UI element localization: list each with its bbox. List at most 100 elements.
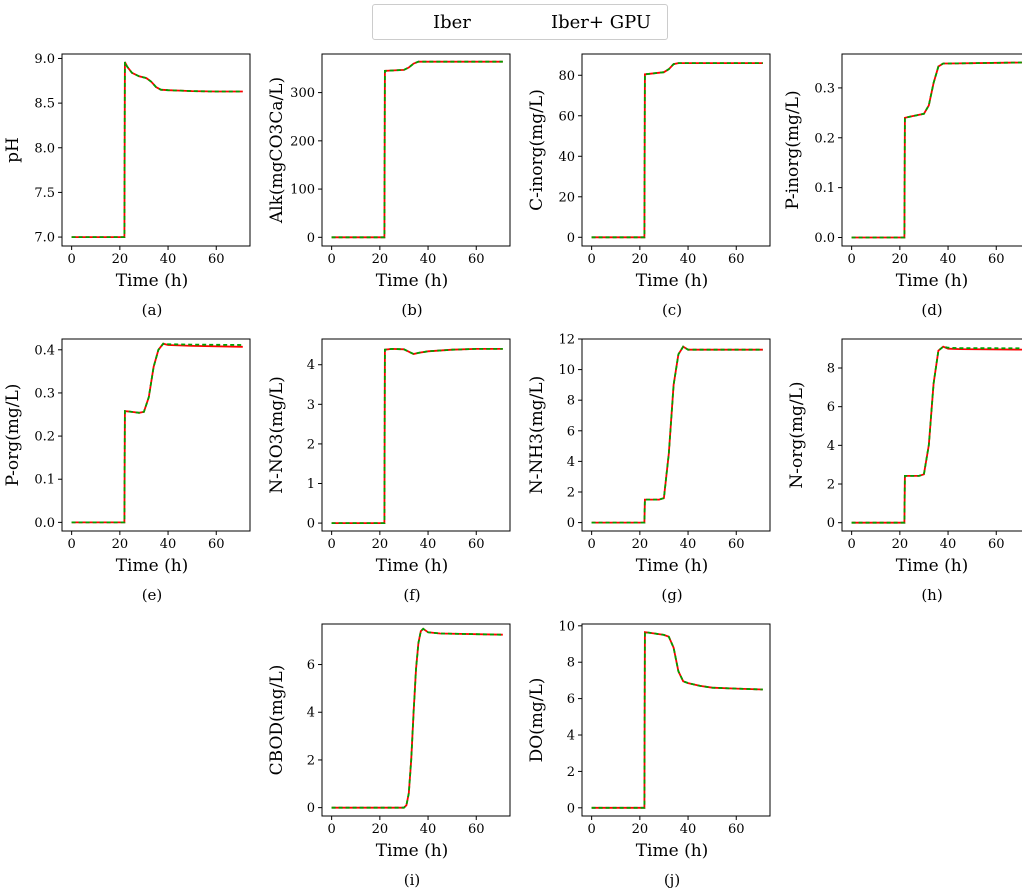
series-line-iber-gpu (331, 347, 503, 524)
panel-caption: (a) (142, 301, 163, 319)
series-line-iber-gpu (591, 62, 763, 239)
y-tick-label: 2 (307, 753, 315, 768)
y-tick-label: 60 (558, 109, 575, 124)
y-axis-label: CBOD(mg/L) (267, 665, 287, 776)
y-tick-label: 0 (567, 801, 575, 816)
y-tick-label: 0.1 (814, 181, 835, 196)
chart-panel-4: 0 20 40 60 0.0 0.1 0.2 0.3 0.4 Time (h) P-org(mg/L… (3, 338, 251, 604)
x-tick-label: 40 (680, 537, 697, 552)
x-tick-label: 20 (632, 822, 649, 837)
y-tick-label: 0 (567, 516, 575, 531)
x-tick-label: 60 (728, 822, 745, 837)
x-tick-label: 0 (328, 537, 336, 552)
axes-frame (581, 623, 771, 817)
series-line-iber-gpu (591, 345, 763, 524)
series-line-iber-gpu (851, 345, 1022, 524)
x-tick-label: 0 (848, 537, 856, 552)
series-line-iber (71, 342, 243, 524)
chart-panel-5: 0 20 40 60 0 1 2 3 4 Time (h) N-NO3(mg/L) (f) (267, 338, 511, 604)
y-tick-label: 8.0 (34, 141, 55, 156)
chart-panel-0: 0 20 40 60 7.0 7.5 8.0 8.5 9.0 Time (h) pH (a) (3, 52, 251, 319)
x-tick-label: 60 (728, 537, 745, 552)
x-tick-label: 20 (892, 252, 909, 267)
y-tick-label: 7.5 (34, 186, 55, 201)
x-axis-label: Time (h) (636, 271, 709, 291)
y-tick-label: 0.3 (814, 81, 835, 96)
x-tick-label: 40 (680, 822, 697, 837)
y-tick-label: 20 (558, 190, 575, 205)
y-axis-label: P-org(mg/L) (3, 384, 23, 487)
series-line-iber (591, 345, 763, 524)
legend: Iber Iber+ GPU (372, 4, 668, 40)
axes-frame (581, 338, 771, 532)
x-tick-label: 20 (112, 537, 129, 552)
series-line-iber-gpu (71, 61, 243, 239)
panel-caption: (i) (404, 871, 421, 889)
x-axis-label: Time (h) (896, 271, 969, 291)
y-tick-label: 12 (558, 333, 575, 348)
series-line-iber-gpu (331, 627, 503, 809)
series-line-iber (851, 345, 1022, 524)
series-line-iber-gpu (331, 60, 503, 239)
y-axis-label: P-inorg(mg/L) (783, 90, 803, 209)
y-tick-label: 40 (558, 150, 575, 165)
x-axis-label: Time (h) (896, 556, 969, 576)
series-line-iber (331, 347, 503, 524)
series-line-iber-gpu (591, 631, 763, 809)
x-tick-label: 20 (892, 537, 909, 552)
y-axis-label: DO(mg/L) (527, 678, 547, 763)
y-tick-label: 3 (307, 398, 315, 413)
chart-panel-9: 0 20 40 60 0 2 4 6 8 10 Time (h) DO(mg/L) (j) (527, 619, 771, 889)
axes-frame (61, 338, 251, 532)
panel-caption: (e) (142, 586, 163, 604)
x-axis-label: Time (h) (636, 556, 709, 576)
y-tick-label: 80 (558, 69, 575, 84)
panel-caption: (d) (921, 301, 942, 319)
y-tick-label: 2 (827, 478, 835, 493)
y-tick-label: 0.2 (814, 131, 835, 146)
panel-caption: (g) (661, 586, 682, 604)
y-tick-label: 6 (567, 692, 575, 707)
chart-panel-3: 0 20 40 60 0.0 0.1 0.2 0.3 Time (h) P-inorg(mg/L)… (783, 53, 1022, 319)
y-tick-label: 10 (558, 619, 575, 634)
x-tick-label: 60 (208, 537, 225, 552)
y-tick-label: 0 (307, 801, 315, 816)
x-tick-label: 0 (328, 822, 336, 837)
y-tick-label: 6 (567, 424, 575, 439)
y-tick-label: 2 (567, 765, 575, 780)
x-tick-label: 60 (468, 822, 485, 837)
x-tick-label: 0 (68, 537, 76, 552)
series-line-iber (331, 60, 503, 239)
y-tick-label: 8 (827, 362, 835, 377)
x-tick-label: 20 (632, 252, 649, 267)
y-axis-label: C-inorg(mg/L) (527, 89, 547, 211)
y-tick-label: 8.5 (34, 97, 55, 112)
x-tick-label: 20 (372, 822, 389, 837)
series-line-iber (851, 61, 1022, 239)
y-tick-label: 0 (827, 516, 835, 531)
x-tick-label: 0 (848, 252, 856, 267)
axes-frame (581, 53, 771, 247)
panel-caption: (c) (662, 301, 682, 319)
x-tick-label: 60 (468, 252, 485, 267)
y-axis-label: N-org(mg/L) (787, 381, 807, 488)
y-tick-label: 0.0 (34, 516, 55, 531)
x-tick-label: 60 (468, 537, 485, 552)
x-axis-label: Time (h) (376, 841, 449, 861)
x-tick-label: 60 (988, 537, 1005, 552)
chart-panel-7: 0 20 40 60 0 2 4 6 8 Time (h) N-org(mg/L) (h) (787, 338, 1022, 604)
y-tick-label: 200 (290, 134, 315, 149)
y-tick-label: 2 (567, 485, 575, 500)
x-tick-label: 40 (420, 252, 437, 267)
y-tick-label: 10 (558, 363, 575, 378)
x-tick-label: 40 (940, 537, 957, 552)
x-tick-label: 20 (632, 537, 649, 552)
series-line-iber (591, 631, 763, 809)
y-tick-label: 4 (307, 358, 315, 373)
y-tick-label: 0.0 (814, 231, 835, 246)
legend-label-iber: Iber (433, 12, 471, 33)
axes-frame (841, 338, 1022, 532)
y-tick-label: 100 (290, 183, 315, 198)
chart-panel-8: 0 20 40 60 0 2 4 6 Time (h) CBOD(mg/L) (i) (267, 623, 511, 889)
